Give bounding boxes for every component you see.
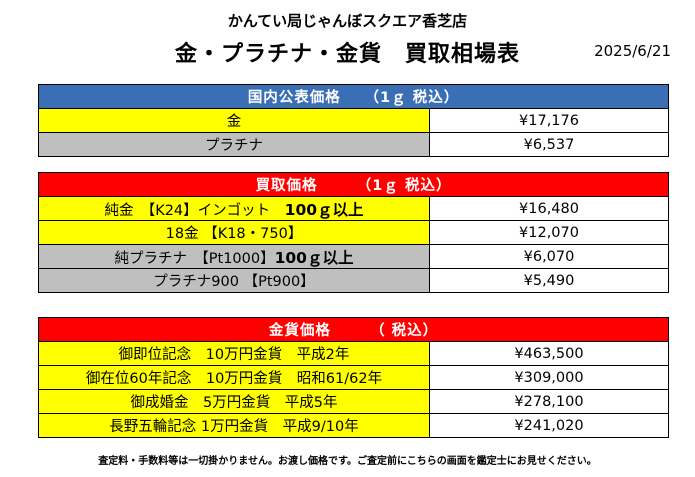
row-value: ¥6,070 bbox=[428, 244, 670, 269]
row-label: プラチナ900 【Pt900】 bbox=[38, 268, 430, 293]
page-title: 金・プラチナ・金貨 買取相場表 bbox=[174, 42, 520, 67]
row-value: ¥12,070 bbox=[428, 220, 670, 245]
row-value: ¥16,480 bbox=[428, 196, 670, 221]
row-label: 純プラチナ 【Pt1000】100ｇ以上 bbox=[38, 244, 430, 269]
purchase-header: 買取価格 （1ｇ 税込） bbox=[37, 172, 670, 197]
purchase-price-table: 買取価格 （1ｇ 税込） 純金 【K24】インゴット 100ｇ以上 ¥16,48… bbox=[37, 172, 670, 293]
row-value: ¥17,176 bbox=[428, 108, 670, 133]
row-label-text: 純金 【K24】インゴット bbox=[104, 202, 285, 219]
row-value: ¥241,020 bbox=[429, 413, 669, 438]
domestic-header: 国内公表価格 （1ｇ 税込） bbox=[37, 84, 670, 109]
row-label: プラチナ bbox=[38, 132, 430, 157]
row-label-emphasis: 100ｇ以上 bbox=[284, 200, 364, 219]
store-name: かんてい局じゃんぼスクエア香芝店 bbox=[227, 12, 468, 30]
coin-header: 金貨価格 （ 税込） bbox=[38, 317, 669, 342]
table-row: 長野五輪記念 1万円金貨 平成9/10年 ¥241,020 bbox=[38, 413, 669, 438]
row-label: 御即位記念 10万円金貨 平成2年 bbox=[38, 341, 430, 366]
table-row: 金 ¥17,176 bbox=[38, 108, 670, 133]
domestic-header-row: 国内公表価格 （1ｇ 税込） bbox=[37, 84, 670, 109]
row-value: ¥278,100 bbox=[429, 389, 669, 414]
row-value: ¥309,000 bbox=[429, 365, 669, 390]
table-row: プラチナ ¥6,537 bbox=[38, 132, 670, 157]
row-value: ¥5,490 bbox=[428, 268, 670, 293]
purchase-header-row: 買取価格 （1ｇ 税込） bbox=[37, 172, 670, 197]
row-value: ¥463,500 bbox=[429, 341, 669, 366]
domestic-price-table: 国内公表価格 （1ｇ 税込） 金 ¥17,176 プラチナ ¥6,537 bbox=[37, 84, 670, 157]
table-row: 御成婚金 5万円金貨 平成5年 ¥278,100 bbox=[38, 389, 669, 414]
coin-header-row: 金貨価格 （ 税込） bbox=[38, 317, 669, 342]
row-label: 金 bbox=[38, 108, 430, 133]
table-row: 純プラチナ 【Pt1000】100ｇ以上 ¥6,070 bbox=[38, 244, 670, 269]
row-label: 純金 【K24】インゴット 100ｇ以上 bbox=[38, 196, 430, 221]
table-row: 御在位60年記念 10万円金貨 昭和61/62年 ¥309,000 bbox=[38, 365, 669, 390]
table-row: プラチナ900 【Pt900】 ¥5,490 bbox=[38, 268, 670, 293]
footer-note: 査定料・手数料等は一切掛かりません。お渡し価格です。ご査定前にこちらの画面を鑑定… bbox=[98, 456, 597, 467]
coin-price-table: 金貨価格 （ 税込） 御即位記念 10万円金貨 平成2年 ¥463,500 御在… bbox=[38, 317, 669, 438]
table-row: 御即位記念 10万円金貨 平成2年 ¥463,500 bbox=[38, 341, 669, 366]
row-label-text: 純プラチナ 【Pt1000】 bbox=[114, 250, 275, 267]
table-row: 純金 【K24】インゴット 100ｇ以上 ¥16,480 bbox=[38, 196, 670, 221]
row-label-emphasis: 100ｇ以上 bbox=[274, 248, 354, 267]
row-label: 御成婚金 5万円金貨 平成5年 bbox=[38, 389, 430, 414]
row-label: 御在位60年記念 10万円金貨 昭和61/62年 bbox=[38, 365, 430, 390]
row-label: 18金 【K18・750】 bbox=[38, 220, 430, 245]
row-value: ¥6,537 bbox=[428, 132, 670, 157]
row-label: 長野五輪記念 1万円金貨 平成9/10年 bbox=[38, 413, 430, 438]
table-row: 18金 【K18・750】 ¥12,070 bbox=[38, 220, 670, 245]
date-label: 2025/6/21 bbox=[594, 42, 671, 60]
